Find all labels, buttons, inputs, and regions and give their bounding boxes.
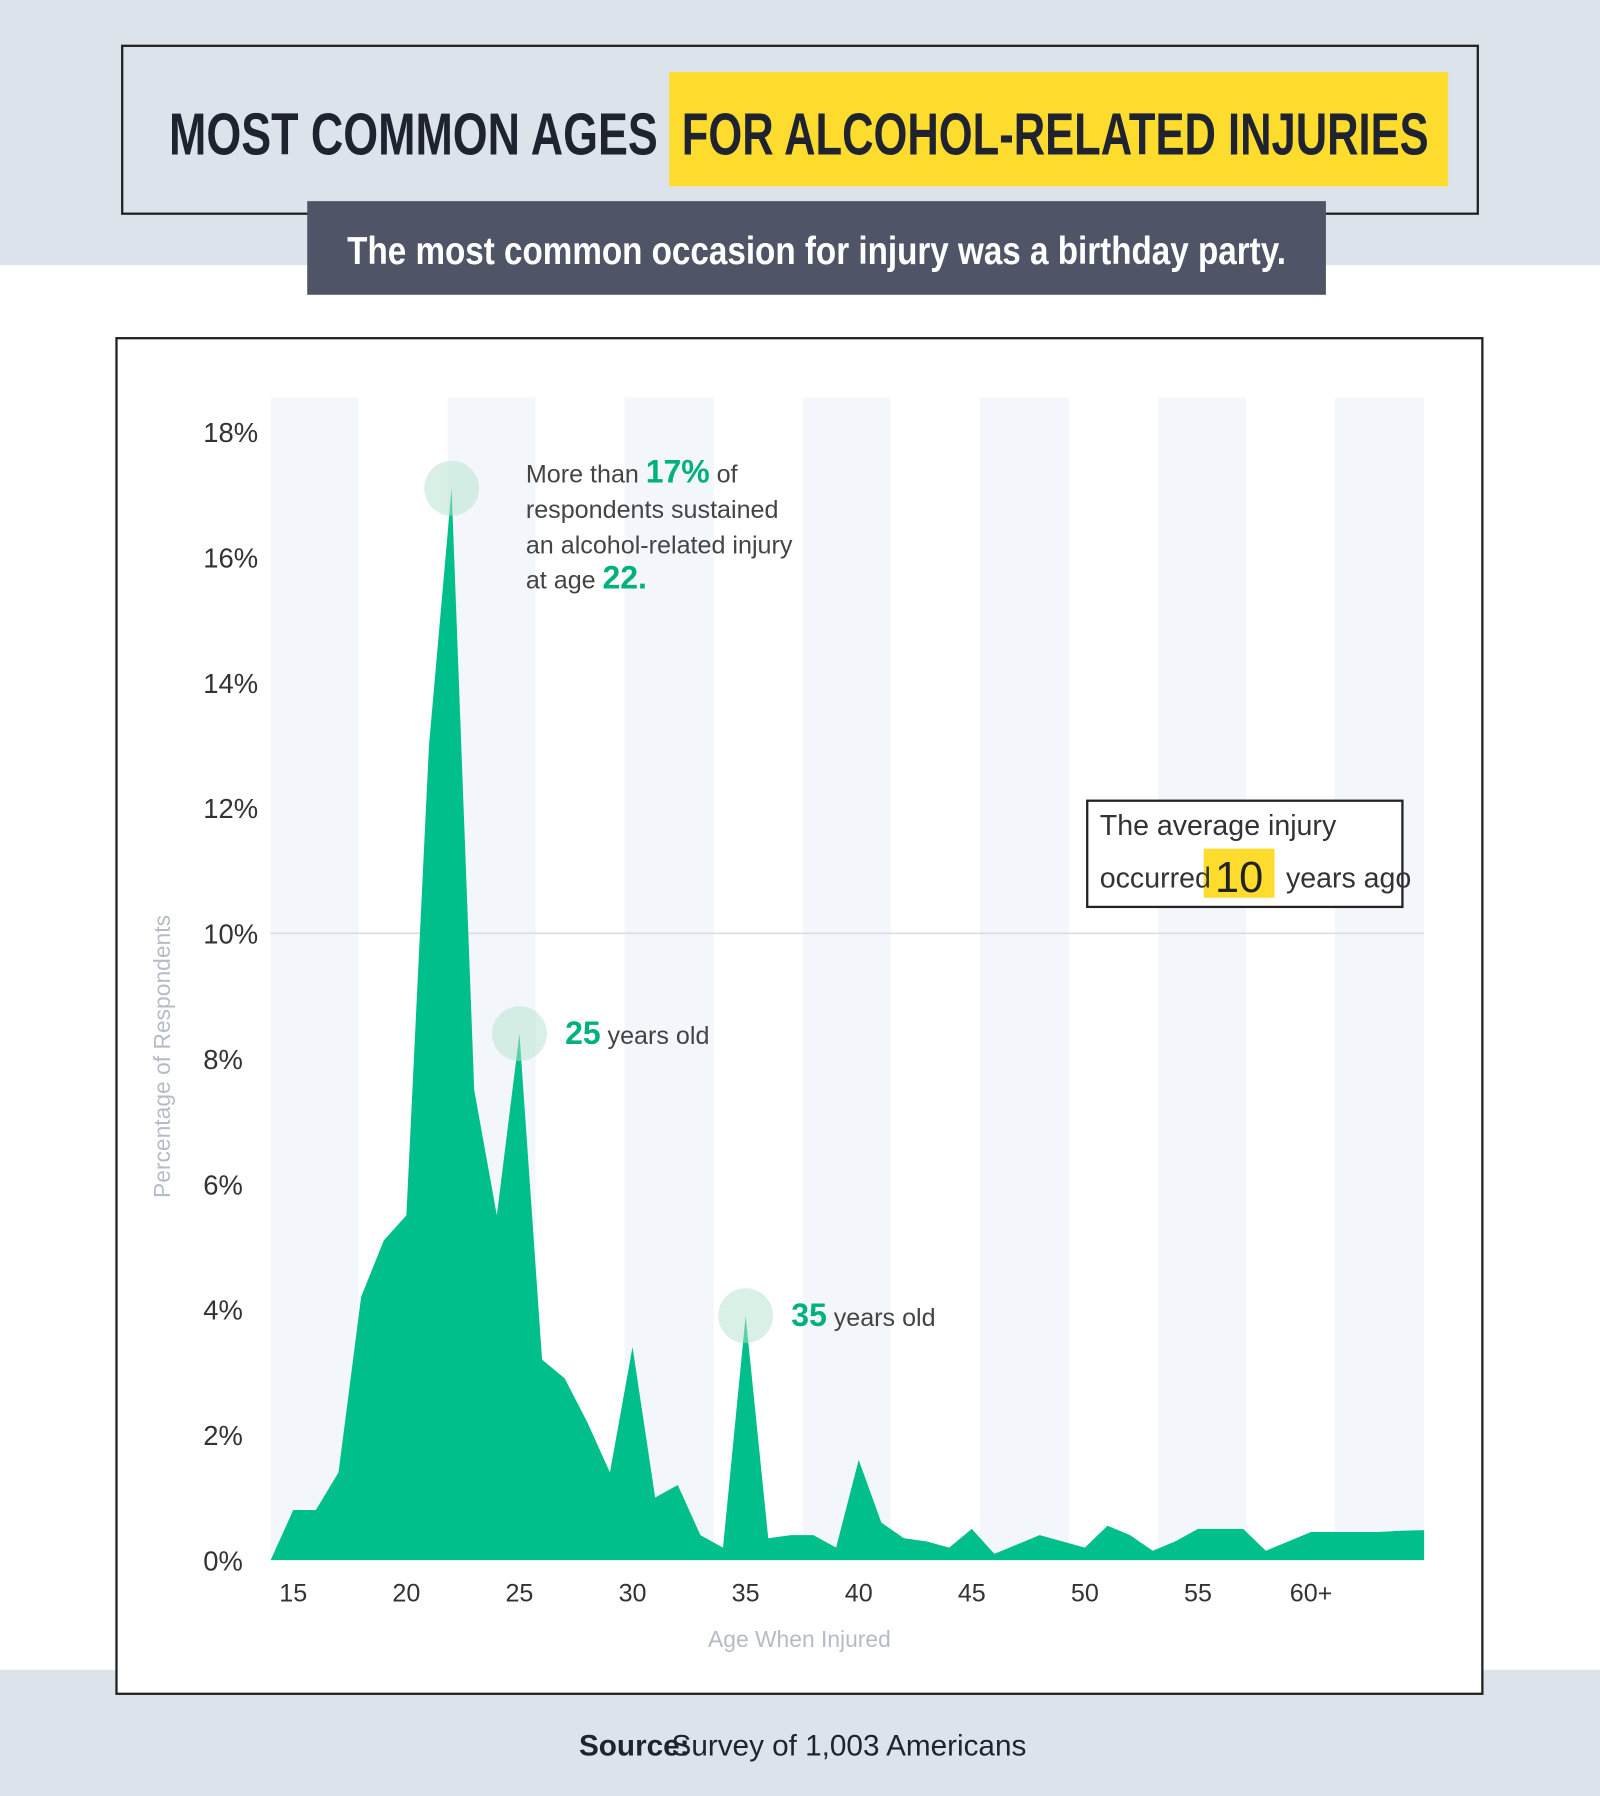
x-axis-title: Age When Injured xyxy=(708,1626,891,1652)
x-tick-label: 50 xyxy=(1071,1579,1099,1607)
x-tick-label: 25 xyxy=(505,1579,533,1607)
y-tick-label: 14% xyxy=(203,668,258,699)
annotation-text: of xyxy=(717,461,739,489)
annotation: 25 years old xyxy=(565,1015,709,1051)
annotation-text: at age xyxy=(526,567,596,595)
y-tick-label: 18% xyxy=(203,417,258,448)
source: Survey of 1,003 Americans xyxy=(672,1729,1027,1762)
title-highlight xyxy=(669,72,1449,187)
area xyxy=(270,488,1425,1561)
highlight-circle xyxy=(492,1006,547,1062)
callout-number: 10 xyxy=(1215,854,1263,902)
callout-text: occurred xyxy=(1100,863,1211,895)
x-tick-label: 55 xyxy=(1184,1579,1212,1607)
y-tick-label: 16% xyxy=(203,542,258,573)
annotation-text: an alcohol-related injury xyxy=(526,531,793,559)
annotation-number: 22. xyxy=(602,560,646,596)
x-tick-label: 30 xyxy=(619,1579,647,1607)
annotation-number: 25 xyxy=(565,1015,601,1051)
y-tick-label: 12% xyxy=(203,793,258,824)
annotation: More than 17% of respondents sustained an al… xyxy=(526,454,793,596)
annotation-text: years old xyxy=(834,1304,936,1332)
annotation-text: years old xyxy=(608,1022,710,1050)
title-highlighted: FOR ALCOHOL-RELATED INJURIES xyxy=(682,100,1429,167)
annotation-number: 17% xyxy=(646,454,710,490)
annotation-text: respondents sustained xyxy=(526,496,779,524)
annotation-number: 35 xyxy=(791,1297,827,1333)
x-tick-label: 40 xyxy=(845,1579,873,1607)
plot: 0% 2% 4% 6% 8% 10% 12% 14% 16% 18% 15 20 25 30 35 40 45 5… xyxy=(203,417,1425,1607)
y-tick-label: 4% xyxy=(203,1295,243,1326)
x-tick-label: 20 xyxy=(392,1579,420,1607)
subtitle-box xyxy=(307,201,1326,295)
y-tick-label: 6% xyxy=(203,1169,243,1200)
subtitle: The most common occasion for injury was … xyxy=(347,230,1286,273)
title: MOST COMMON AGES xyxy=(169,100,658,167)
callout-highlight xyxy=(1203,848,1275,898)
y-axis-title: Percentage of Respondents xyxy=(149,915,175,1198)
annotation-text: More than xyxy=(526,461,639,489)
highlight-circle xyxy=(424,460,480,516)
callout-text: years ago xyxy=(1286,863,1411,895)
y-tick-label: 2% xyxy=(203,1420,243,1451)
y-tick-label: 0% xyxy=(203,1545,243,1576)
y-tick-label: 10% xyxy=(203,919,258,950)
x-tick-label: 45 xyxy=(958,1579,986,1607)
source-label: Source: xyxy=(579,1729,690,1762)
annotation: 35 years old xyxy=(791,1297,935,1333)
x-tick-label: 60+ xyxy=(1290,1579,1333,1607)
x-tick-label: 35 xyxy=(732,1579,760,1607)
highlight-circle xyxy=(718,1288,774,1344)
callout-text: The average injury xyxy=(1100,810,1337,842)
x-tick-label: 15 xyxy=(279,1579,307,1607)
y-tick-label: 8% xyxy=(203,1044,243,1075)
